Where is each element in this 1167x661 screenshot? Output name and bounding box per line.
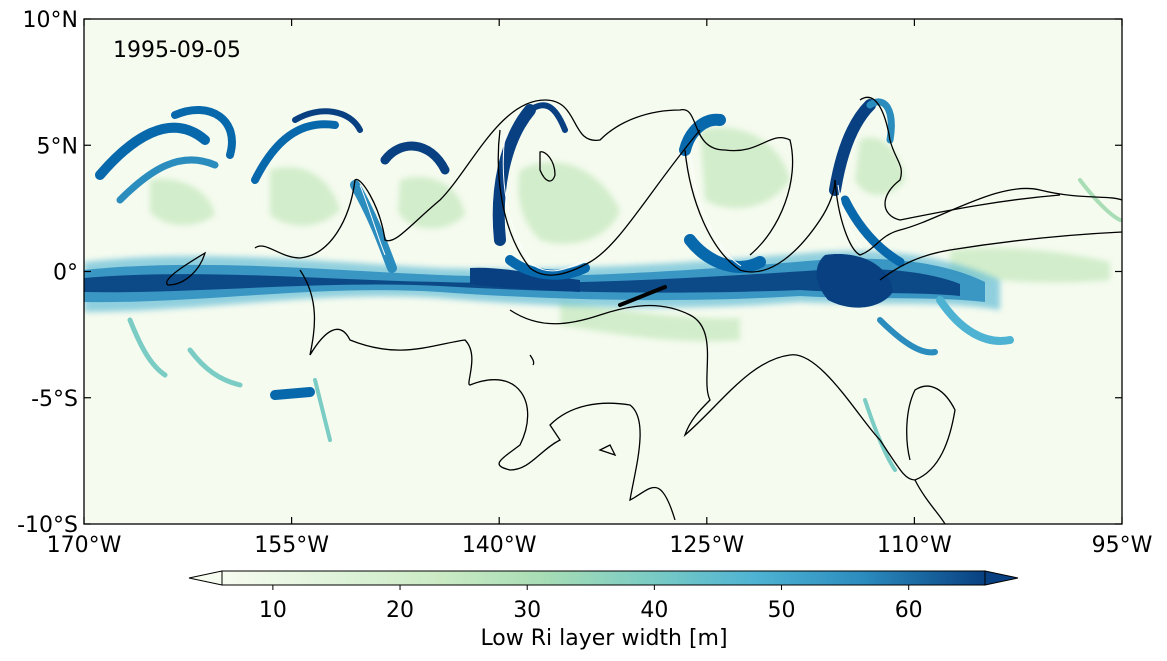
- map-panel: [84, 19, 1122, 524]
- map-ticks: [83, 18, 1123, 525]
- colorbar-body: [221, 570, 986, 586]
- colorbar-tick-label: 20: [386, 598, 414, 623]
- x-tick-label: 95°W: [1092, 533, 1153, 558]
- colorbar-extend-low: [188, 570, 223, 586]
- x-tick-label: 155°W: [254, 533, 329, 558]
- colorbar-tick-label: 60: [895, 598, 923, 623]
- colorbar-label: Low Ri layer width [m]: [480, 626, 727, 651]
- y-tick-label: -10°S: [17, 513, 78, 538]
- date-annotation: 1995-09-05: [113, 38, 241, 63]
- y-tick-label: 5°N: [37, 134, 78, 159]
- y-tick-label: 0°: [53, 261, 78, 286]
- x-tick-label: 110°W: [877, 533, 952, 558]
- colorbar-tick-label: 30: [513, 598, 541, 623]
- colorbar-tick-label: 10: [259, 598, 287, 623]
- contour-lines: [166, 96, 1122, 524]
- colorbar-tick-label: 50: [768, 598, 796, 623]
- colorbar-extend-high: [984, 570, 1019, 586]
- x-tick-label: 125°W: [669, 533, 744, 558]
- colorbar: 10 20 30 40 50 60 Low Ri layer width [m]: [188, 570, 1019, 651]
- equatorial-band: [84, 250, 1000, 312]
- x-tick-label: 140°W: [462, 533, 537, 558]
- x-tick-label: 170°W: [47, 533, 122, 558]
- colorbar-ticks: 10 20 30 40 50 60: [259, 585, 923, 623]
- y-tick-labels: 10°N 5°N 0° -5°S -10°S: [17, 8, 78, 538]
- light-patches: [150, 127, 1110, 342]
- y-tick-label: 10°N: [23, 8, 78, 33]
- contour-highlights: [359, 134, 863, 272]
- x-tick-labels: 170°W 155°W 140°W 125°W 110°W 95°W: [47, 533, 1153, 558]
- colorbar-tick-label: 40: [640, 598, 668, 623]
- y-tick-label: -5°S: [31, 387, 78, 412]
